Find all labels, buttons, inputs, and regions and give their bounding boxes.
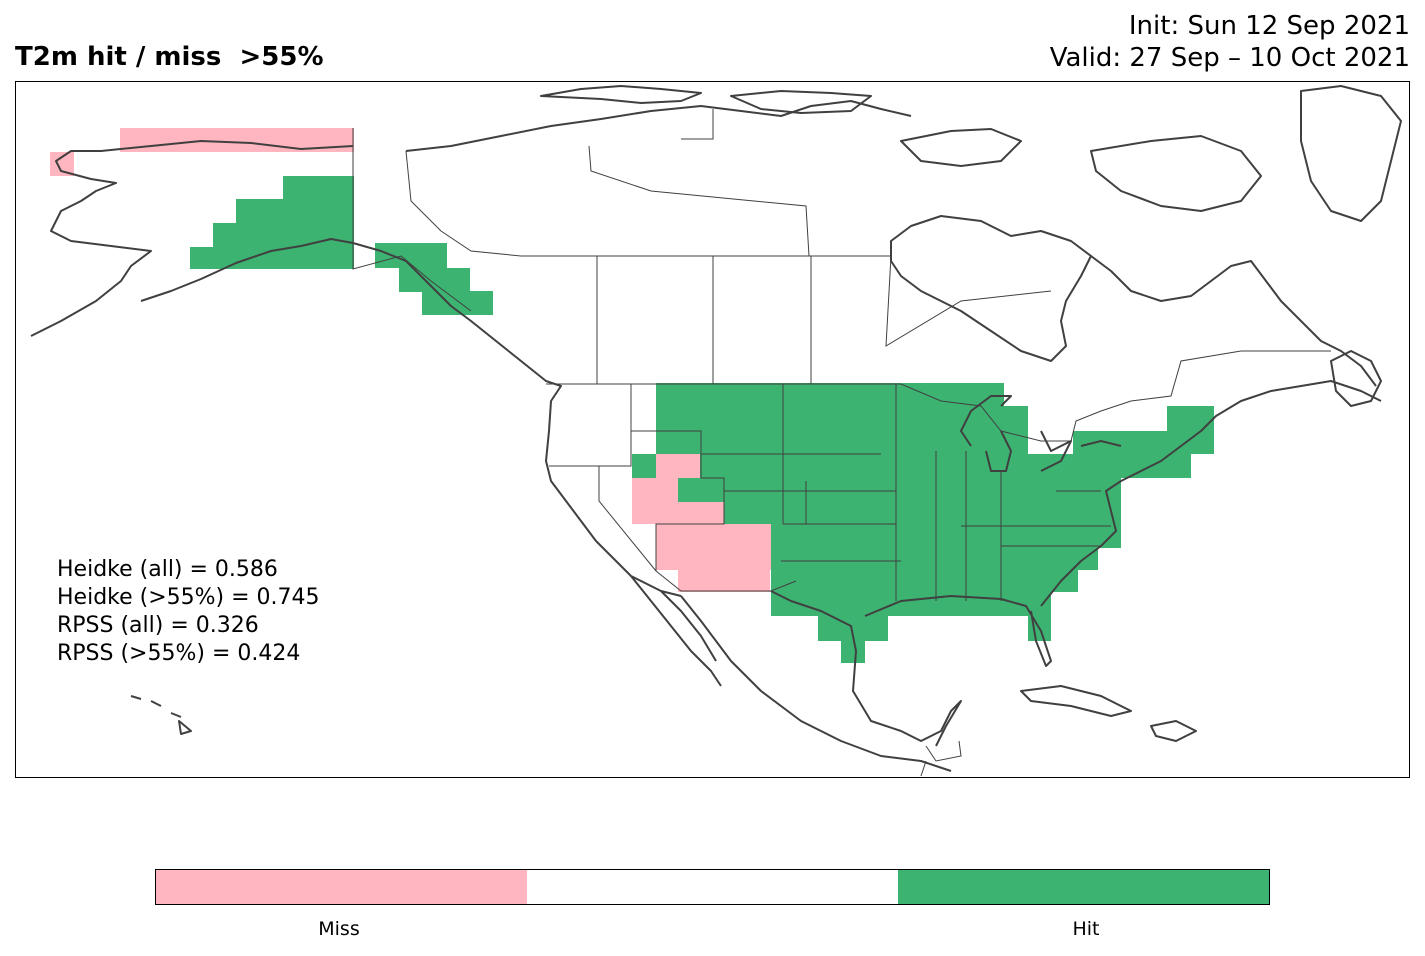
valid-date: Valid: 27 Sep – 10 Oct 2021: [1049, 43, 1410, 73]
miss-cell: [632, 478, 678, 502]
hit-cell: [283, 176, 354, 200]
hit-cell: [190, 247, 354, 269]
miss-cell: [656, 454, 700, 478]
score-heidke-all: Heidke (all) = 0.586: [57, 557, 278, 582]
miss-cell: [656, 524, 771, 570]
score-heidke-55: Heidke (>55%) = 0.745: [57, 585, 320, 610]
hit-cell: [771, 524, 1098, 570]
score-rpss-55: RPSS (>55%) = 0.424: [57, 641, 301, 666]
colorbar-hit-segment: [898, 870, 1269, 904]
map-canvas: [30, 85, 1402, 777]
hit-cell: [656, 431, 1028, 454]
hit-cell: [771, 592, 1051, 616]
hit-cell: [678, 478, 724, 502]
plot-title: T2m hit / miss >55%: [15, 42, 324, 72]
hit-cell: [399, 268, 470, 292]
hit-cell: [771, 570, 1078, 592]
hit-cell: [1167, 406, 1214, 454]
miss-cell: [632, 502, 724, 524]
hit-cell: [1167, 454, 1191, 478]
colorbar-label-miss: Miss: [318, 918, 360, 940]
miss-cell: [50, 152, 74, 176]
plot-dates: Init: Sun 12 Sep 2021 Valid: 27 Sep – 10…: [1050, 10, 1410, 74]
colorbar: [155, 869, 1270, 905]
miss-cell: [678, 570, 770, 592]
hit-cell: [656, 383, 1004, 431]
hit-cell: [1004, 406, 1028, 431]
hit-cell: [236, 199, 354, 223]
hit-cell: [213, 223, 354, 247]
hit-cell: [632, 454, 656, 478]
colorbar-neutral-segment: [527, 870, 898, 904]
score-box: Heidke (all) = 0.586 Heidke (>55%) = 0.7…: [57, 556, 320, 668]
colorbar-label-hit: Hit: [1072, 918, 1100, 940]
miss-cells: [50, 128, 771, 592]
init-date: Init: Sun 12 Sep 2021: [1128, 11, 1410, 41]
borders: [352, 109, 1331, 777]
score-rpss-all: RPSS (all) = 0.326: [57, 613, 259, 638]
colorbar-miss-segment: [156, 870, 527, 904]
hit-cell: [841, 641, 865, 663]
map-panel: [15, 81, 1410, 778]
hit-cell: [724, 478, 1121, 524]
